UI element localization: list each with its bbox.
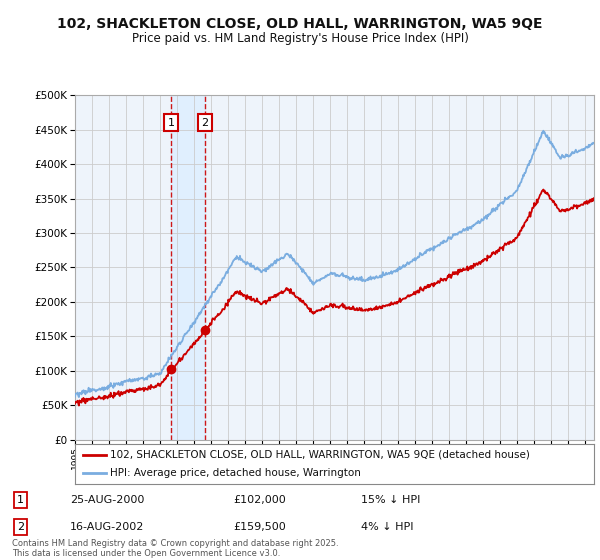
Text: 1: 1 [167, 118, 175, 128]
Text: 16-AUG-2002: 16-AUG-2002 [70, 522, 145, 532]
Text: 102, SHACKLETON CLOSE, OLD HALL, WARRINGTON, WA5 9QE: 102, SHACKLETON CLOSE, OLD HALL, WARRING… [57, 16, 543, 30]
Text: Contains HM Land Registry data © Crown copyright and database right 2025.
This d: Contains HM Land Registry data © Crown c… [12, 539, 338, 558]
Text: HPI: Average price, detached house, Warrington: HPI: Average price, detached house, Warr… [110, 468, 361, 478]
Text: 2: 2 [17, 522, 24, 532]
Text: 25-AUG-2000: 25-AUG-2000 [70, 495, 145, 505]
Bar [171, 95, 205, 440]
Text: £102,000: £102,000 [233, 495, 286, 505]
Text: 2: 2 [201, 118, 208, 128]
Text: 102, SHACKLETON CLOSE, OLD HALL, WARRINGTON, WA5 9QE (detached house): 102, SHACKLETON CLOSE, OLD HALL, WARRING… [110, 450, 530, 460]
Text: £159,500: £159,500 [233, 522, 286, 532]
Text: 1: 1 [17, 495, 24, 505]
Text: 4% ↓ HPI: 4% ↓ HPI [361, 522, 414, 532]
Text: 15% ↓ HPI: 15% ↓ HPI [361, 495, 421, 505]
Text: Price paid vs. HM Land Registry's House Price Index (HPI): Price paid vs. HM Land Registry's House … [131, 31, 469, 45]
